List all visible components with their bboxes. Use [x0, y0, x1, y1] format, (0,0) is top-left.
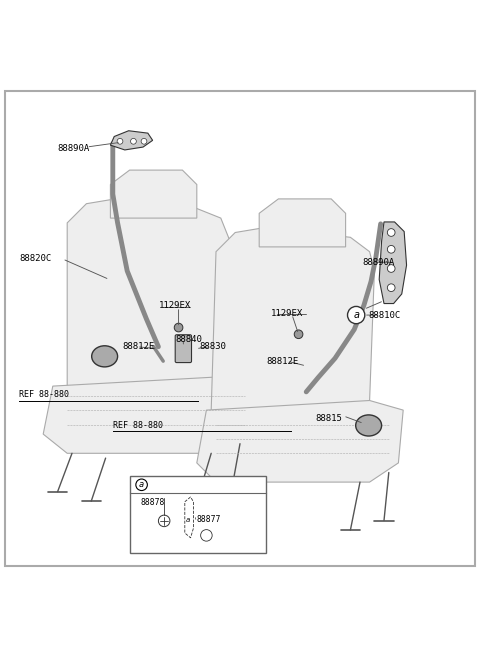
Bar: [130, 476, 266, 553]
Circle shape: [174, 323, 183, 332]
Text: 88812E: 88812E: [122, 342, 155, 351]
Circle shape: [131, 139, 136, 144]
Text: REF 88-880: REF 88-880: [19, 390, 69, 399]
Text: 88890A: 88890A: [58, 144, 90, 153]
Text: 1129EX: 1129EX: [158, 301, 191, 310]
Polygon shape: [67, 199, 230, 401]
Circle shape: [294, 330, 303, 338]
Text: 88890A: 88890A: [362, 258, 395, 267]
Text: 88840: 88840: [175, 334, 202, 344]
Text: 88877: 88877: [197, 515, 221, 524]
Text: 88830: 88830: [199, 342, 226, 351]
Text: 88812E: 88812E: [266, 357, 299, 366]
FancyBboxPatch shape: [175, 334, 192, 363]
Text: 88820C: 88820C: [19, 254, 51, 263]
Circle shape: [387, 229, 395, 237]
Polygon shape: [379, 222, 407, 304]
Text: REF 88-880: REF 88-880: [113, 421, 163, 430]
Circle shape: [141, 139, 147, 144]
Circle shape: [387, 265, 395, 273]
Text: a: a: [353, 310, 359, 320]
Circle shape: [387, 246, 395, 253]
Polygon shape: [43, 376, 259, 453]
Text: a: a: [186, 516, 190, 522]
Text: 88815: 88815: [316, 415, 343, 423]
Circle shape: [201, 530, 212, 541]
Polygon shape: [259, 199, 346, 247]
Circle shape: [348, 306, 365, 324]
Text: 1129EX: 1129EX: [271, 309, 303, 317]
Circle shape: [387, 284, 395, 292]
Polygon shape: [110, 131, 153, 150]
Ellipse shape: [356, 415, 382, 436]
Circle shape: [117, 139, 123, 144]
Text: 88810C: 88810C: [369, 311, 401, 319]
Ellipse shape: [92, 346, 118, 367]
Text: 88878: 88878: [140, 498, 165, 507]
Polygon shape: [110, 170, 197, 218]
Polygon shape: [197, 401, 403, 482]
Circle shape: [158, 515, 170, 527]
Circle shape: [136, 479, 147, 491]
Text: a: a: [139, 480, 144, 489]
Polygon shape: [211, 228, 374, 424]
